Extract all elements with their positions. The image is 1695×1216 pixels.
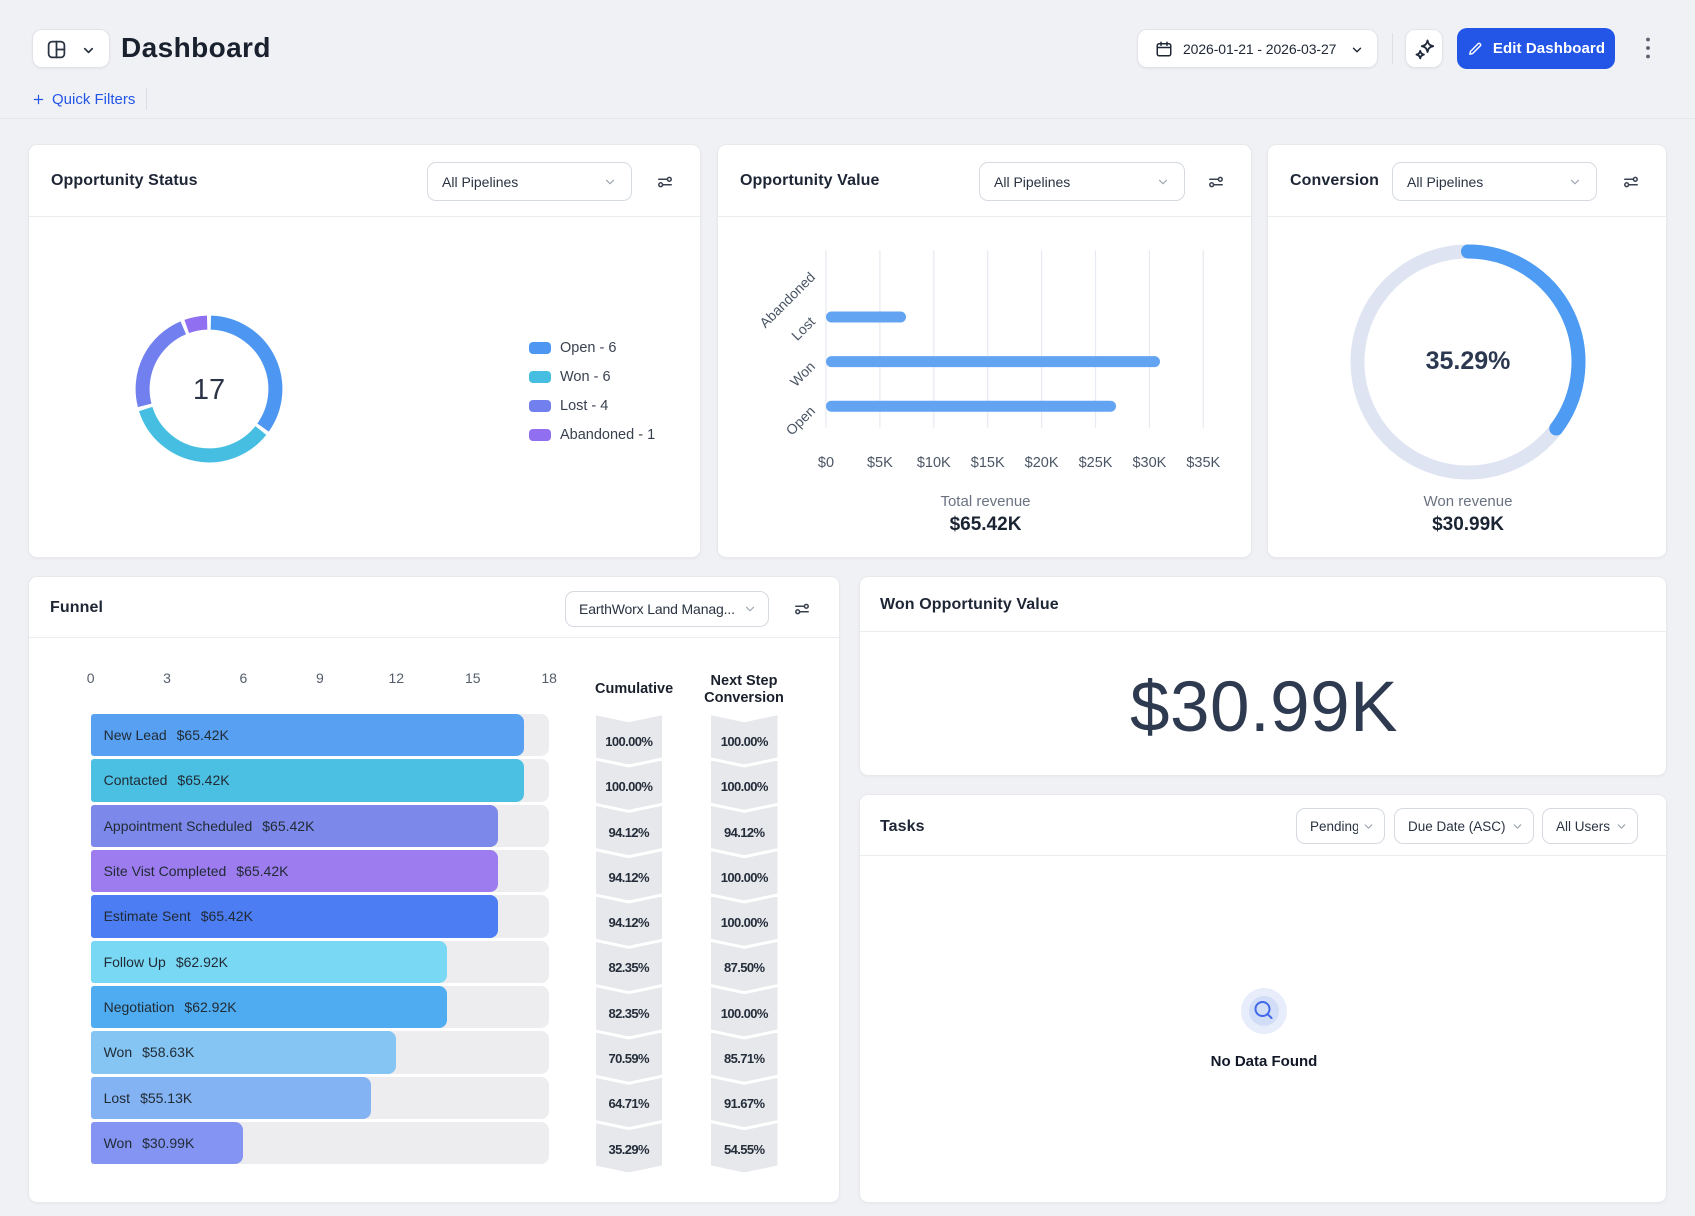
svg-text:$35K: $35K — [1186, 455, 1220, 471]
svg-text:$25K: $25K — [1079, 455, 1113, 471]
svg-text:Won: Won — [787, 358, 818, 389]
svg-text:Lost: Lost — [788, 313, 818, 343]
svg-text:$20K: $20K — [1025, 455, 1059, 471]
svg-text:$0: $0 — [818, 455, 834, 471]
svg-text:$30K: $30K — [1132, 455, 1166, 471]
svg-text:$10K: $10K — [917, 455, 951, 471]
svg-text:$15K: $15K — [971, 455, 1005, 471]
svg-text:$5K: $5K — [867, 455, 893, 471]
svg-text:Open: Open — [783, 403, 819, 439]
